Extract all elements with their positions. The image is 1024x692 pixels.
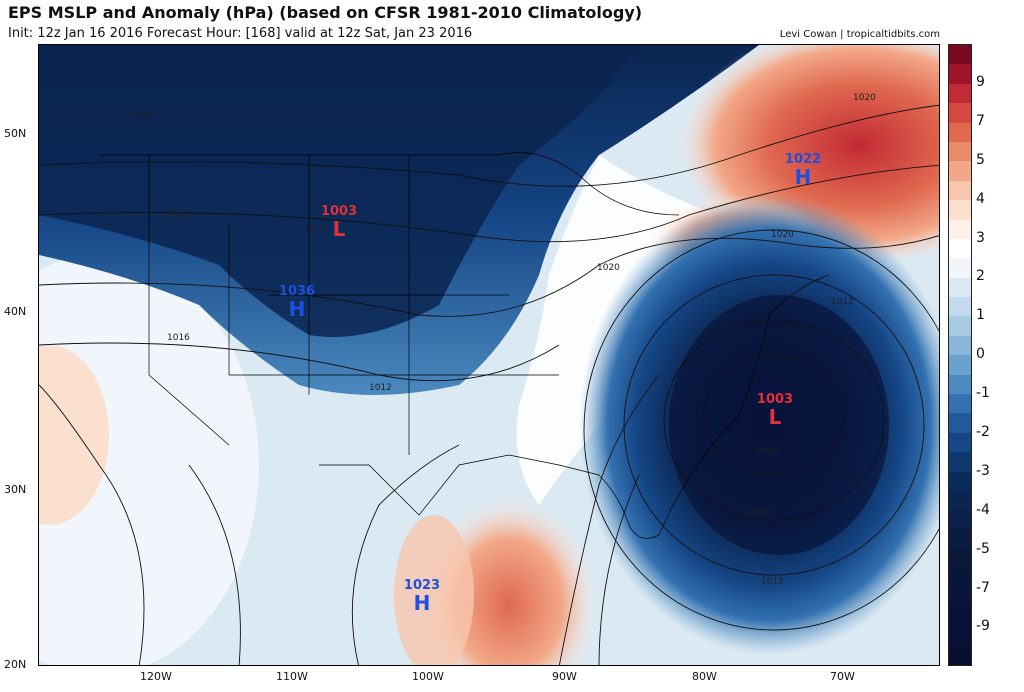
colorbar-label: -7: [976, 580, 990, 596]
pressure-center-letter: H: [413, 591, 431, 615]
isobar-label: 1012: [831, 297, 854, 307]
isobar-label: 1020: [853, 93, 876, 103]
colorbar-label: 4: [976, 191, 985, 207]
colorbar-segment: [949, 238, 971, 259]
pressure-center-letter: L: [332, 217, 346, 241]
colorbar-label: -4: [976, 502, 990, 518]
colorbar-segment: [949, 141, 971, 162]
chart-subtitle: Init: 12z Jan 16 2016 Forecast Hour: [16…: [8, 26, 473, 41]
lat-label-40n: 40N: [4, 305, 27, 318]
colorbar-segment: [949, 529, 971, 550]
colorbar-segment: [949, 83, 971, 104]
colorbar: [948, 44, 972, 666]
colorbar-segment: [949, 374, 971, 395]
colorbar-segment: [949, 568, 971, 588]
isobar-label: 1020: [771, 230, 794, 240]
colorbar-segment: [949, 277, 971, 298]
pressure-center-value: 1003: [320, 204, 358, 219]
colorbar-segment: [949, 413, 971, 433]
credit-text: Levi Cowan | tropicaltidbits.com: [779, 29, 940, 40]
colorbar-segment: [949, 335, 971, 356]
colorbar-segment: [949, 297, 971, 317]
colorbar-label: 0: [976, 346, 985, 362]
colorbar-segment: [949, 471, 971, 491]
lat-label-50n: 50N: [4, 127, 27, 140]
colorbar-label: 7: [976, 113, 985, 129]
colorbar-segment: [949, 161, 971, 181]
isobar-label: 1016: [167, 333, 190, 343]
lat-label-20n: 20N: [4, 658, 27, 671]
isobar-label: 1012: [761, 577, 784, 587]
colorbar-segment: [949, 180, 971, 201]
colorbar-segment: [949, 510, 971, 530]
isobar-label: 1008: [131, 111, 154, 121]
isobar-label: 1004: [755, 447, 778, 457]
colorbar-label: -2: [976, 424, 990, 440]
colorbar-segment: [949, 200, 971, 220]
colorbar-segment: [949, 103, 971, 123]
chart-title: EPS MSLP and Anomaly (hPa) (based on CFS…: [8, 3, 643, 22]
colorbar-segment: [949, 452, 971, 472]
lon-label-120w: 120W: [140, 670, 172, 683]
lon-label-70w: 70W: [830, 670, 855, 683]
pressure-center-high-1: 1036 H: [267, 284, 327, 321]
isobar-label: 1012: [167, 210, 190, 220]
pressure-center-low-1: 1003 L: [309, 204, 369, 241]
colorbar-label: -5: [976, 541, 990, 557]
colorbar-segment: [949, 45, 971, 65]
colorbar-segment: [949, 626, 971, 647]
colorbar-segment: [949, 607, 971, 627]
colorbar-segment: [949, 490, 971, 511]
pressure-center-value: 1036: [278, 284, 316, 299]
colorbar-segment: [949, 258, 971, 278]
colorbar-segment: [949, 394, 971, 414]
pressure-center-value: 1003: [756, 392, 794, 407]
colorbar-segment: [949, 355, 971, 375]
pressure-center-letter: H: [794, 165, 812, 189]
colorbar-label: -3: [976, 463, 990, 479]
colorbar-segment: [949, 219, 971, 239]
colorbar-segment: [949, 64, 971, 84]
colorbar-label: 1: [976, 307, 985, 323]
pressure-center-value: 1023: [403, 578, 441, 593]
pressure-center-high-3: 1023 H: [392, 578, 452, 615]
lat-label-30n: 30N: [4, 483, 27, 496]
colorbar-segment: [949, 646, 971, 665]
colorbar-segment: [949, 587, 971, 608]
isobar-label: 1024: [305, 225, 328, 235]
isobar-label: 1008: [747, 507, 770, 517]
pressure-center-high-2: 1022 H: [773, 152, 833, 189]
colorbar-segment: [949, 549, 971, 569]
colorbar-label: 5: [976, 152, 985, 168]
colorbar-segment: [949, 122, 971, 142]
colorbar-label: -9: [976, 618, 990, 634]
map-panel: 1003 L 1036 H 1022 H 1003 L 1023 H 1008 …: [38, 44, 940, 666]
colorbar-segment: [949, 432, 971, 453]
lon-label-100w: 100W: [412, 670, 444, 683]
colorbar-segment: [949, 316, 971, 336]
colorbar-label: -1: [976, 385, 990, 401]
colorbar-label: 3: [976, 230, 985, 246]
pressure-center-low-2: 1003 L: [745, 392, 805, 429]
map-field: [39, 45, 939, 665]
colorbar-label: 2: [976, 268, 985, 284]
lon-label-110w: 110W: [276, 670, 308, 683]
colorbar-label: 9: [976, 74, 985, 90]
isobar-label: 1020: [597, 263, 620, 273]
pressure-center-value: 1022: [784, 152, 822, 167]
pressure-center-letter: L: [768, 405, 782, 429]
lon-label-90w: 90W: [552, 670, 577, 683]
isobar-label: 1012: [369, 383, 392, 393]
pressure-center-letter: H: [288, 297, 306, 321]
lon-label-80w: 80W: [692, 670, 717, 683]
